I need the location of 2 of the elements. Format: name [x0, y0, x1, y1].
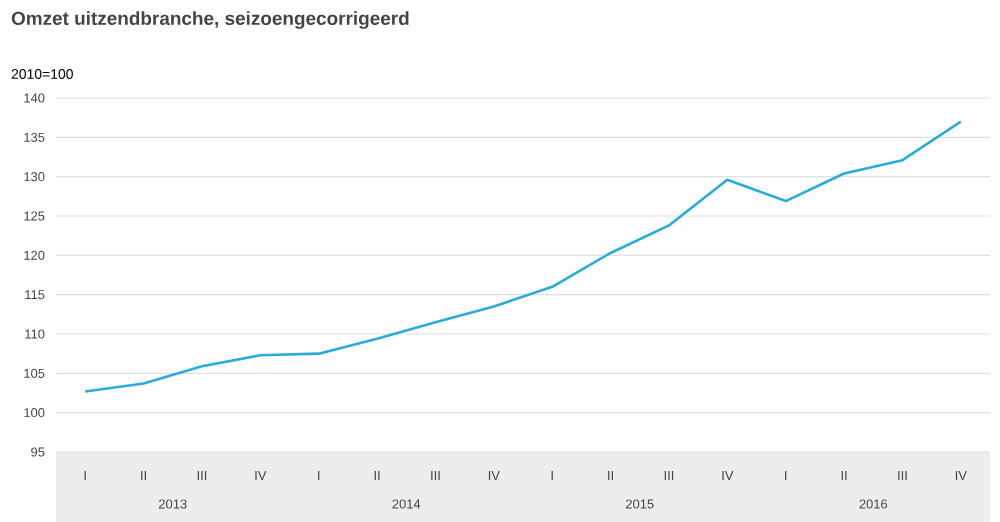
line-series [83, 120, 963, 393]
chart-title: Omzet uitzendbranche, seizoengecorrigeerd [11, 11, 409, 29]
